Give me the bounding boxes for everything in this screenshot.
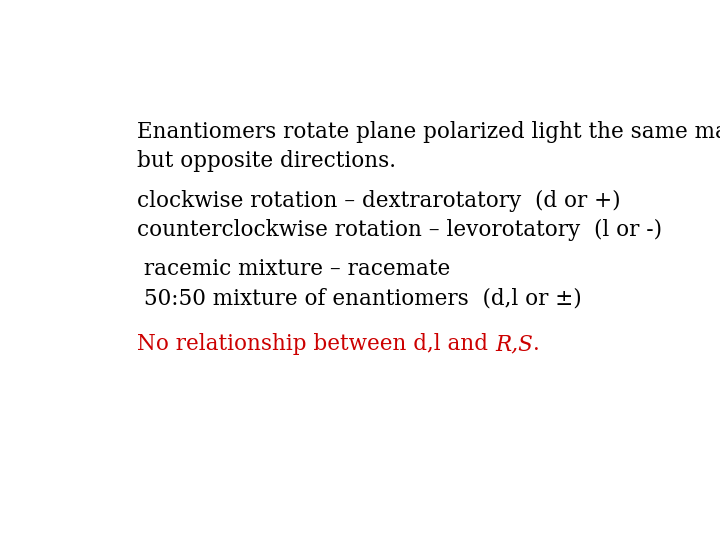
Text: racemic mixture – racemate: racemic mixture – racemate	[138, 258, 451, 280]
Text: but opposite directions.: but opposite directions.	[138, 150, 397, 172]
Text: clockwise rotation – dextrarotatory  (d or +): clockwise rotation – dextrarotatory (d o…	[138, 190, 621, 212]
Text: 50:50 mixture of enantiomers  (d,l or ±): 50:50 mixture of enantiomers (d,l or ±)	[138, 287, 582, 309]
Text: Enantiomers rotate plane polarized light the same magnitude,: Enantiomers rotate plane polarized light…	[138, 121, 720, 143]
Text: No relationship between d,l and: No relationship between d,l and	[138, 333, 495, 355]
Text: R,S: R,S	[495, 333, 534, 355]
Text: .: .	[534, 333, 540, 355]
Text: counterclockwise rotation – levorotatory  (l or -): counterclockwise rotation – levorotatory…	[138, 219, 662, 241]
